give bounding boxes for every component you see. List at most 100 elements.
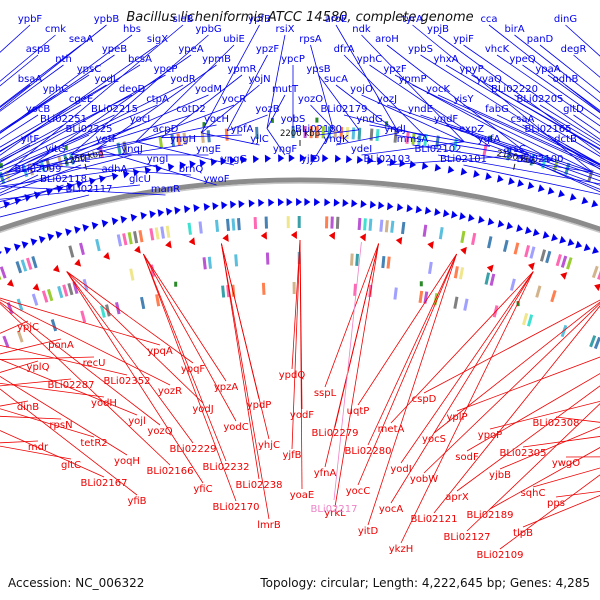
forward-gene-label: ypsB (306, 64, 330, 75)
forward-leader-line (200, 84, 260, 134)
feature-bar (381, 255, 386, 269)
forward-gene-label: bcsA (128, 54, 152, 65)
forward-gene-label: BLi02101 (440, 154, 487, 165)
feature-bar (31, 255, 38, 269)
forward-leader-line (522, 64, 600, 120)
feature-bar (2, 335, 10, 348)
feature-bar (68, 245, 75, 258)
forward-gene-label: sleB (172, 14, 193, 25)
forward-gene-arrow (179, 161, 187, 170)
forward-gene-label: ynqJ (121, 144, 143, 155)
reverse-gene-label: yitD (358, 526, 379, 537)
reverse-leader-line (456, 356, 600, 412)
forward-leader-line (386, 104, 529, 156)
reverse-gene-label: yodJ (192, 404, 213, 415)
forward-gene-arrow-inner (360, 200, 367, 208)
forward-gene-arrow-inner (120, 215, 128, 224)
forward-leader-line (496, 54, 600, 127)
feature-bar (41, 290, 49, 303)
forward-gene-label: ypmR (228, 64, 257, 75)
forward-gene-label: ypeQ (509, 54, 535, 65)
forward-gene-label: yocI (130, 114, 150, 125)
reverse-leader-line (291, 239, 301, 370)
reverse-gene-arrow (52, 264, 60, 273)
forward-leader-line (0, 194, 90, 218)
forward-gene-label: acpD (153, 124, 179, 135)
forward-gene-arrow-inner (387, 202, 394, 211)
forward-gene-arrow-inner (74, 226, 81, 234)
forward-gene-label: ypbF (18, 14, 43, 25)
feature-bar (522, 312, 529, 326)
reverse-leader-line (456, 385, 600, 492)
feature-bar (80, 310, 87, 323)
feature-bar (79, 242, 85, 256)
feature-bar (355, 253, 359, 266)
forward-gene-label: yozO (298, 94, 323, 105)
reverse-leader-line (0, 375, 128, 456)
reverse-gene-arrow (328, 231, 336, 240)
reverse-gene-arrow (460, 246, 467, 255)
feature-bar (363, 218, 367, 231)
forward-gene-label: dctB (554, 134, 577, 145)
feature-bar (4, 170, 12, 183)
forward-gene-label: yhxA (433, 54, 458, 65)
reverse-gene-arrow (260, 231, 267, 240)
reverse-gene-label: yobW (410, 474, 438, 485)
rna-marker (270, 117, 274, 123)
forward-gene-arrow-inner (165, 207, 173, 216)
forward-leader-line (496, 114, 600, 166)
feature-bar (526, 314, 534, 327)
forward-gene-arrow-inner (101, 219, 109, 228)
forward-leader-line (488, 24, 600, 113)
forward-gene-label: yvaQ (476, 74, 502, 85)
feature-bar (555, 253, 562, 267)
forward-gene-arrow (485, 172, 492, 181)
forward-gene-label: yngI (147, 154, 169, 165)
forward-leader-line (318, 129, 359, 136)
reverse-leader-line (400, 271, 534, 544)
reverse-leader-line (0, 358, 138, 416)
reverse-gene-label: BLi02127 (443, 532, 490, 543)
feature-bar (170, 134, 175, 147)
feature-bar (489, 273, 496, 286)
feature-bar (253, 217, 258, 230)
reverse-gene-arrow (103, 251, 110, 260)
reverse-gene-label: BLi02109 (476, 550, 523, 561)
reverse-leader-line (400, 271, 534, 464)
reverse-gene-arrow (359, 233, 366, 242)
reverse-gene-label: yocA (379, 504, 404, 515)
forward-gene-arrow-inner (47, 233, 55, 241)
forward-gene-arrow (189, 160, 196, 169)
reverse-gene-label: gltC (61, 460, 81, 471)
feature-bar (105, 304, 111, 317)
reverse-gene-label: sodF (455, 452, 479, 463)
forward-leader-line (96, 124, 217, 150)
reverse-gene-label: yjfB (282, 450, 301, 461)
reverse-gene-label: pps (547, 498, 565, 509)
forward-gene-arrow-inner (583, 243, 591, 252)
feature-bar (160, 226, 165, 239)
forward-gene-arrow (76, 180, 83, 189)
forward-gene-arrow-inner (258, 198, 265, 207)
forward-leader-line (266, 128, 286, 156)
reverse-leader-line (0, 299, 171, 386)
forward-leader-line (361, 141, 465, 156)
feature-bar (202, 257, 207, 270)
forward-gene-label: BLi02225 (65, 124, 112, 135)
reverse-leader-line (0, 338, 62, 355)
feature-bar (226, 218, 230, 232)
feature-bar (438, 227, 444, 240)
forward-leader-line (0, 44, 82, 108)
forward-gene-arrow (111, 172, 119, 181)
forward-gene-arrow-inner (342, 198, 349, 207)
feature-bar (221, 285, 226, 298)
genome-backbone-shadow (0, 182, 600, 234)
feature-bar (224, 128, 229, 141)
forward-gene-label: birA (504, 24, 524, 35)
forward-gene-arrow-inner (65, 228, 72, 237)
reverse-gene-label: yocS (422, 434, 446, 445)
feature-bar (237, 218, 241, 231)
reverse-leader-line (143, 253, 227, 382)
forward-gene-arrow-inner (248, 199, 255, 208)
rna-marker (174, 281, 178, 287)
